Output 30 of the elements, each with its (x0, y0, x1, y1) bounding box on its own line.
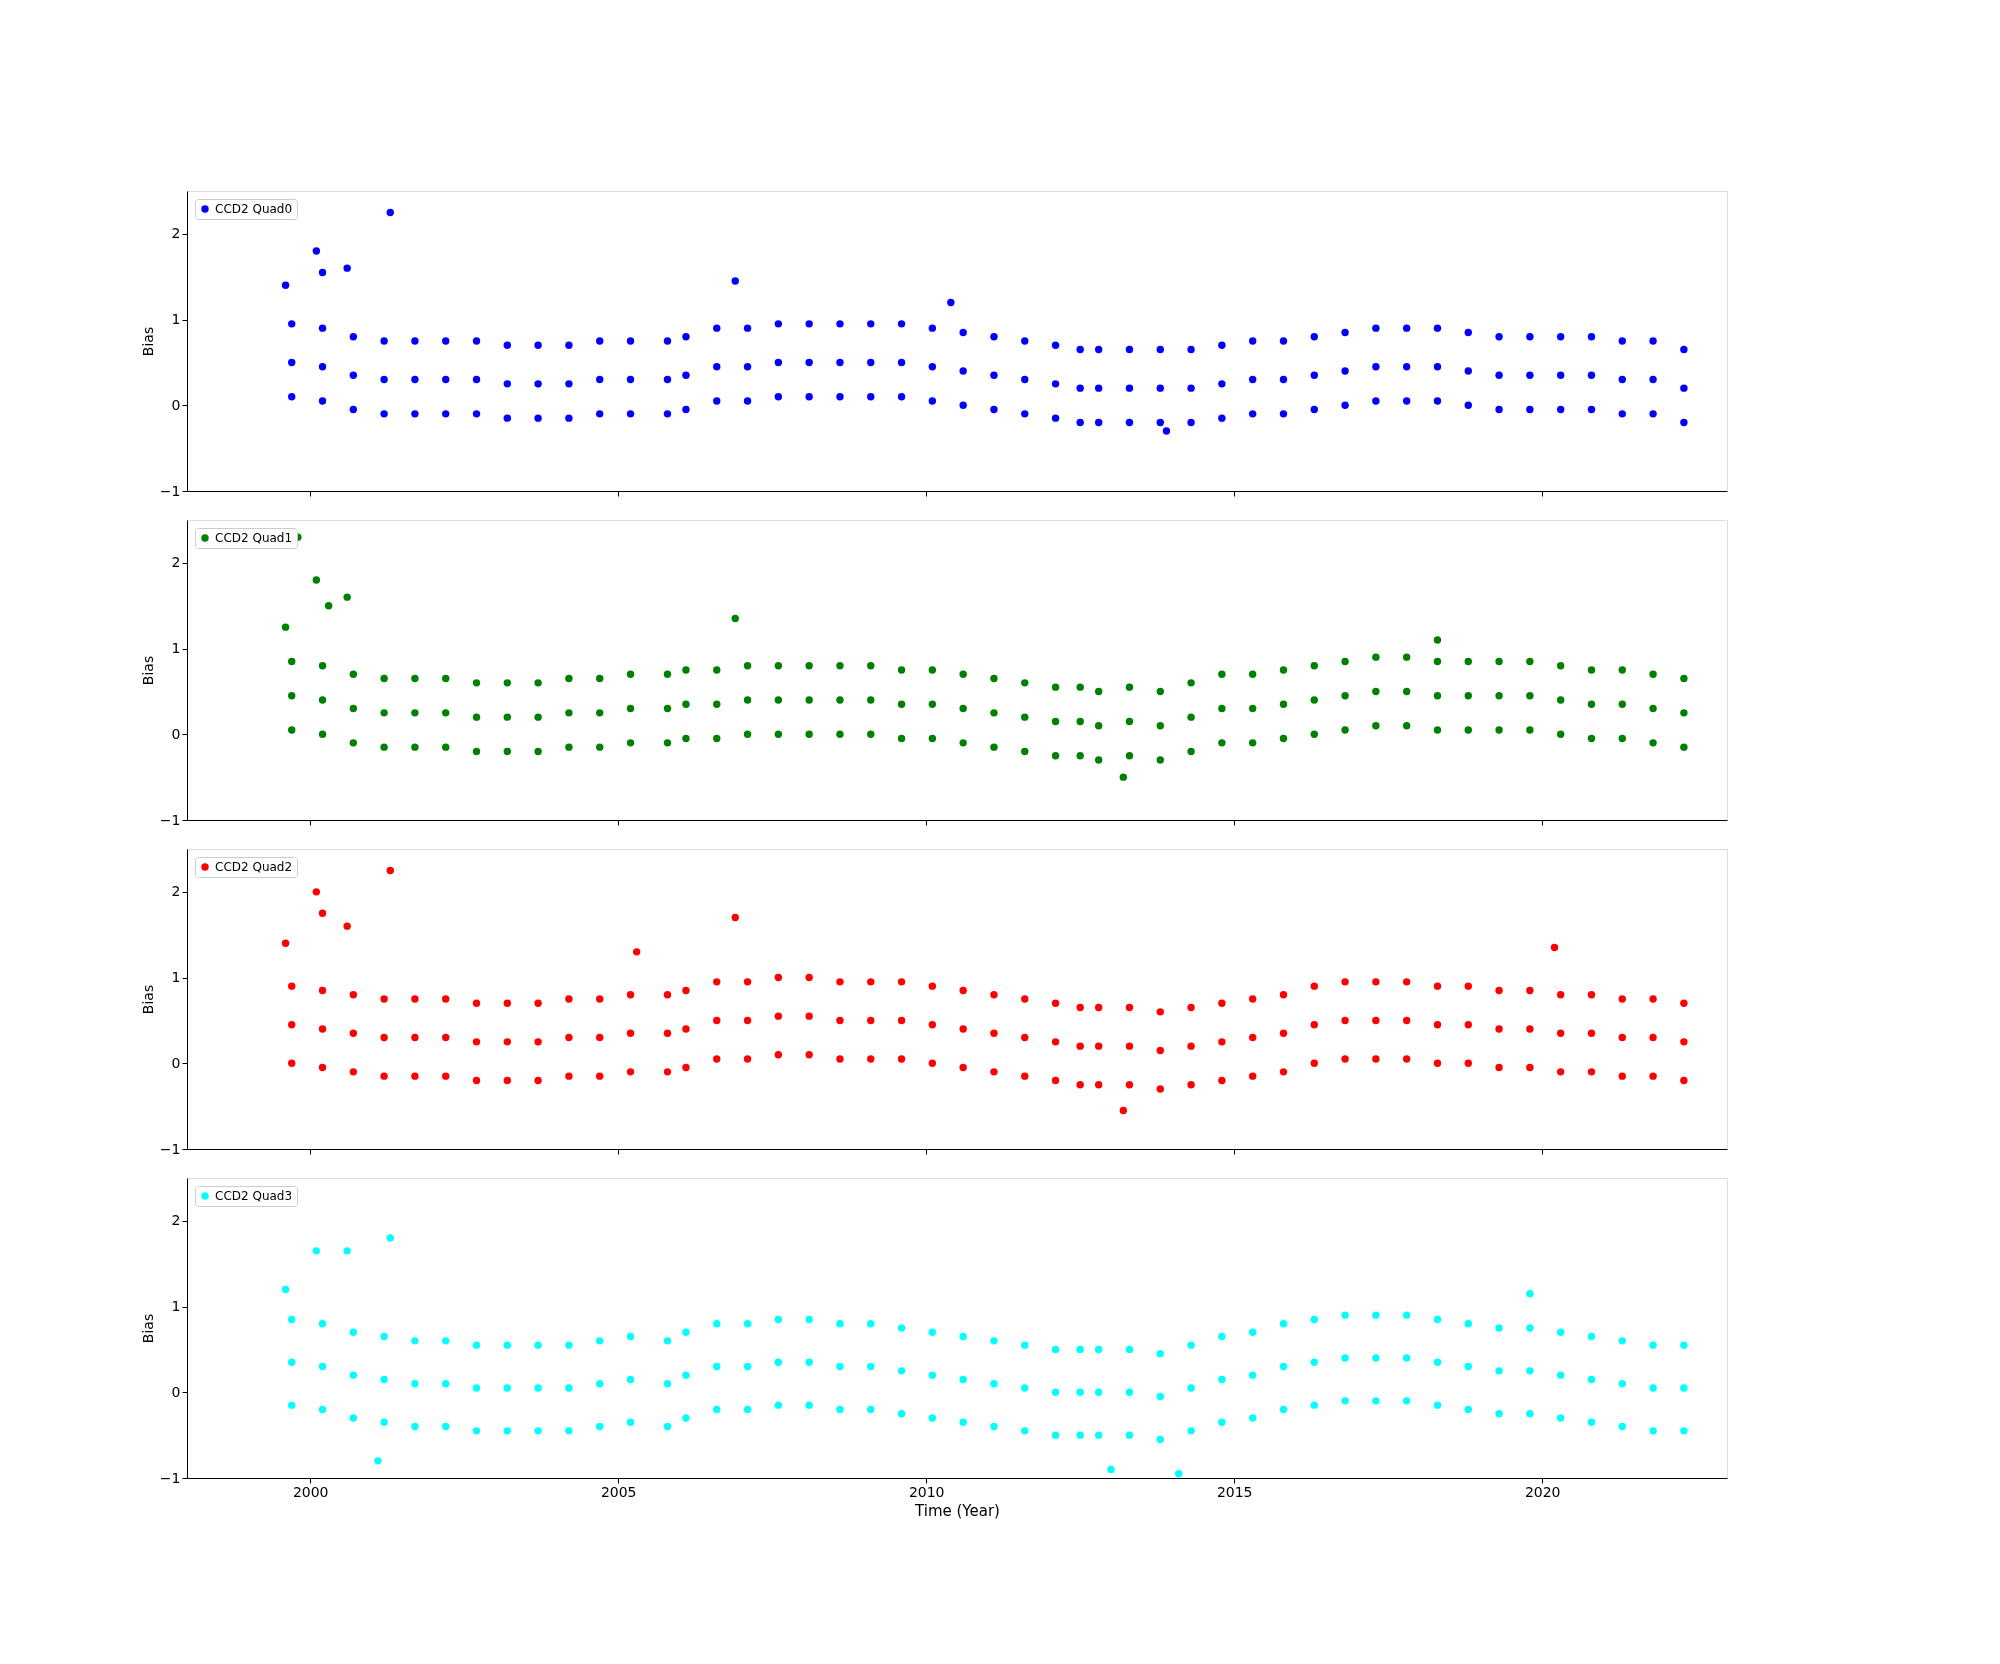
x-tick-label: 2000 (292, 1483, 329, 1500)
y-tick-label: 0 (171, 396, 181, 413)
legend-label: CCD2 Quad1 (215, 531, 293, 545)
y-tick-label: 2 (171, 1212, 181, 1229)
y-tick-label: 0 (171, 725, 181, 742)
y-axis-title: Bias (139, 655, 156, 686)
y-tick-label: 1 (171, 640, 181, 657)
y-tick-label: −1 (159, 482, 181, 499)
legend-label: CCD2 Quad3 (215, 1189, 293, 1203)
x-axis-title: Time (Year) (914, 1501, 1000, 1520)
y-axis-title: Bias (139, 1313, 156, 1344)
y-tick-label: −1 (159, 1140, 181, 1157)
y-tick-label: 0 (171, 1383, 181, 1400)
y-tick-label: −1 (159, 1469, 181, 1486)
legend-label: CCD2 Quad2 (215, 860, 293, 874)
y-tick-label: 2 (171, 883, 181, 900)
y-axis-title: Bias (139, 326, 156, 357)
x-tick-label: 2010 (908, 1483, 945, 1500)
x-tick-label: 2005 (600, 1483, 637, 1500)
y-axis-title: Bias (139, 984, 156, 1015)
y-tick-label: −1 (159, 811, 181, 828)
x-tick-label: 2015 (1216, 1483, 1253, 1500)
y-tick-label: 0 (171, 1054, 181, 1071)
x-tick-label: 2020 (1524, 1483, 1561, 1500)
y-tick-label: 2 (171, 225, 181, 242)
y-tick-label: 1 (171, 311, 181, 328)
y-tick-label: 1 (171, 1298, 181, 1315)
y-tick-label: 2 (171, 554, 181, 571)
legend-label: CCD2 Quad0 (215, 202, 293, 216)
y-tick-label: 1 (171, 969, 181, 986)
